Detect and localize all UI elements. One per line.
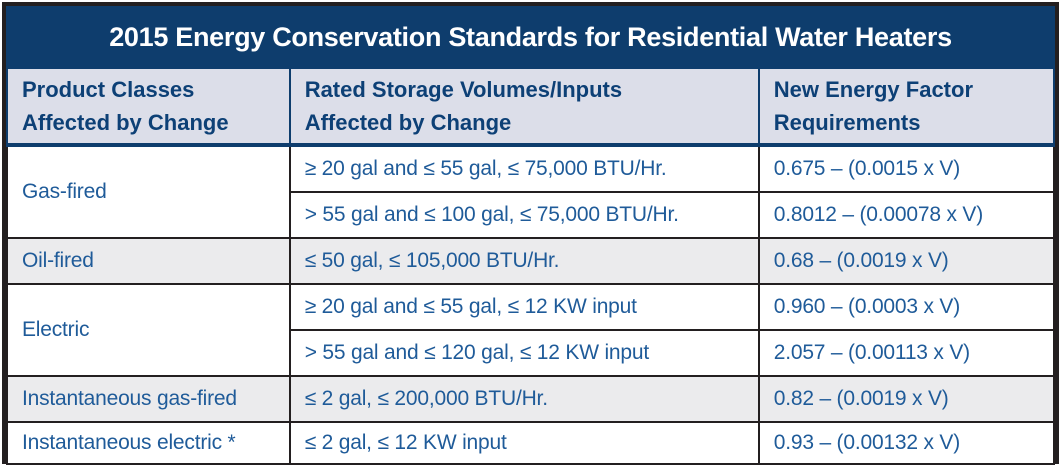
col-header-line: Affected by Change [22, 110, 229, 135]
requirement-cell: 0.675 – (0.0015 x V) [757, 144, 1056, 193]
product-class-cell-instantaneous-gas-fired: Instantaneous gas-fired [6, 375, 291, 423]
table-title: 2015 Energy Conservation Standards for R… [6, 6, 1055, 69]
col-header-rated-storage: Rated Storage Volumes/Inputs Affected by… [288, 69, 760, 147]
col-header-line: Product Classes [22, 77, 195, 102]
requirement-cell: 0.8012 – (0.00078 x V) [757, 191, 1056, 239]
table-row-electric-2: > 55 gal and ≤ 120 gal, ≤ 12 KW input 2.… [7, 329, 1056, 377]
product-class-cell-electric: Electric [6, 283, 291, 377]
product-class-cell-gas-fired: Gas-fired [6, 144, 291, 239]
volume-cell: ≤ 50 gal, ≤ 105,000 BTU/Hr. [288, 237, 760, 285]
volume-cell: ≤ 2 gal, ≤ 200,000 BTU/Hr. [288, 375, 760, 423]
product-class-cell-oil-fired: Oil-fired [6, 237, 291, 285]
table-row-oil-fired: Oil-fired ≤ 50 gal, ≤ 105,000 BTU/Hr. 0.… [6, 237, 1056, 285]
requirement-cell: 0.960 – (0.0003 x V) [757, 283, 1056, 331]
col-header-line: Affected by Change [304, 110, 512, 135]
col-header-line: Requirements [773, 110, 921, 135]
col-header-line: Rated Storage Volumes/Inputs [304, 77, 623, 102]
requirement-cell: 0.82 – (0.0019 x V) [757, 375, 1056, 423]
volume-cell: ≤ 2 gal, ≤ 12 KW input [288, 421, 760, 465]
table-row-gas-fired-1: Gas-fired ≥ 20 gal and ≤ 55 gal, ≤ 75,00… [6, 144, 1056, 239]
volume-cell: > 55 gal and ≤ 120 gal, ≤ 12 KW input [288, 329, 760, 377]
header-row: Product Classes Affected by Change Rated… [6, 69, 1056, 147]
table-row-instantaneous-electric: Instantaneous electric * ≤ 2 gal, ≤ 12 K… [6, 421, 1056, 465]
volume-cell: ≥ 20 gal and ≤ 55 gal, ≤ 12 KW input [288, 283, 760, 331]
table-row-instantaneous-gas-fired: Instantaneous gas-fired ≤ 2 gal, ≤ 200,0… [6, 375, 1056, 423]
col-header-product-classes: Product Classes Affected by Change [6, 69, 291, 147]
volume-cell: ≥ 20 gal and ≤ 55 gal, ≤ 75,000 BTU/Hr. [288, 144, 760, 193]
table-row-electric-1: Electric ≥ 20 gal and ≤ 55 gal, ≤ 12 KW … [6, 283, 1056, 377]
col-header-line: New Energy Factor [773, 77, 974, 102]
table-row-gas-fired-2: > 55 gal and ≤ 100 gal, ≤ 75,000 BTU/Hr.… [7, 191, 1056, 239]
requirement-cell: 2.057 – (0.00113 x V) [757, 329, 1056, 377]
product-class-cell-instantaneous-electric: Instantaneous electric * [6, 421, 291, 465]
requirement-cell: 0.93 – (0.00132 x V) [757, 421, 1056, 465]
standards-table: Product Classes Affected by Change Rated… [6, 69, 1056, 465]
col-header-energy-factor: New Energy Factor Requirements [757, 69, 1056, 147]
volume-cell: > 55 gal and ≤ 100 gal, ≤ 75,000 BTU/Hr. [288, 191, 760, 239]
requirement-cell: 0.68 – (0.0019 x V) [757, 237, 1056, 285]
